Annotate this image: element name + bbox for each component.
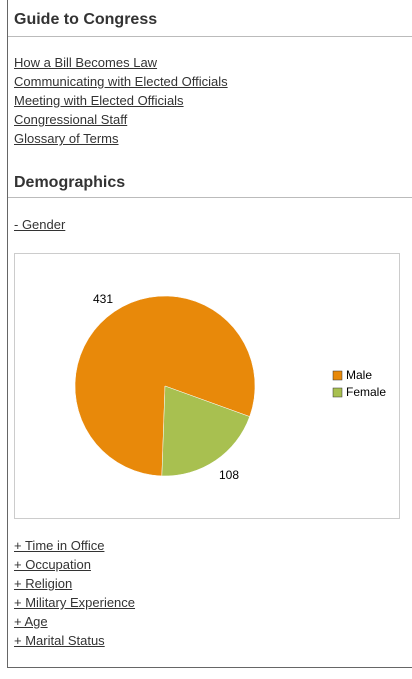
legend-label: Male	[346, 368, 372, 382]
panel-frame	[7, 0, 412, 668]
legend-swatch	[332, 387, 343, 398]
toggle-link[interactable]: + Occupation	[14, 557, 91, 572]
toggle-link[interactable]: - Gender	[14, 217, 66, 232]
divider	[8, 197, 412, 198]
data-label: 108	[219, 468, 239, 482]
guide-link[interactable]: Glossary of Terms	[14, 131, 119, 146]
section-title: Guide to Congress	[14, 11, 158, 28]
legend-swatch	[332, 370, 343, 381]
guide-link[interactable]: Congressional Staff	[14, 112, 128, 127]
legend-label: Female	[346, 385, 386, 399]
toggle-link[interactable]: + Age	[14, 614, 48, 629]
toggle-link[interactable]: + Time in Office	[14, 538, 105, 553]
pie-slice	[161, 385, 250, 477]
guide-link[interactable]: Communicating with Elected Officials	[14, 74, 228, 89]
guide-link[interactable]: How a Bill Becomes Law	[14, 55, 158, 70]
data-label: 431	[93, 292, 113, 306]
section-title: Demographics	[14, 174, 126, 191]
guide-link[interactable]: Meeting with Elected Officials	[14, 93, 184, 108]
chart: 431 Male 108 Female	[74, 292, 386, 482]
toggle-link[interactable]: + Marital Status	[14, 633, 105, 648]
chart-box: 431 Male 108 Female	[14, 253, 400, 519]
toggle-link[interactable]: + Military Experience	[14, 595, 136, 610]
toggle-link[interactable]: + Religion	[14, 576, 73, 591]
divider	[8, 36, 412, 37]
